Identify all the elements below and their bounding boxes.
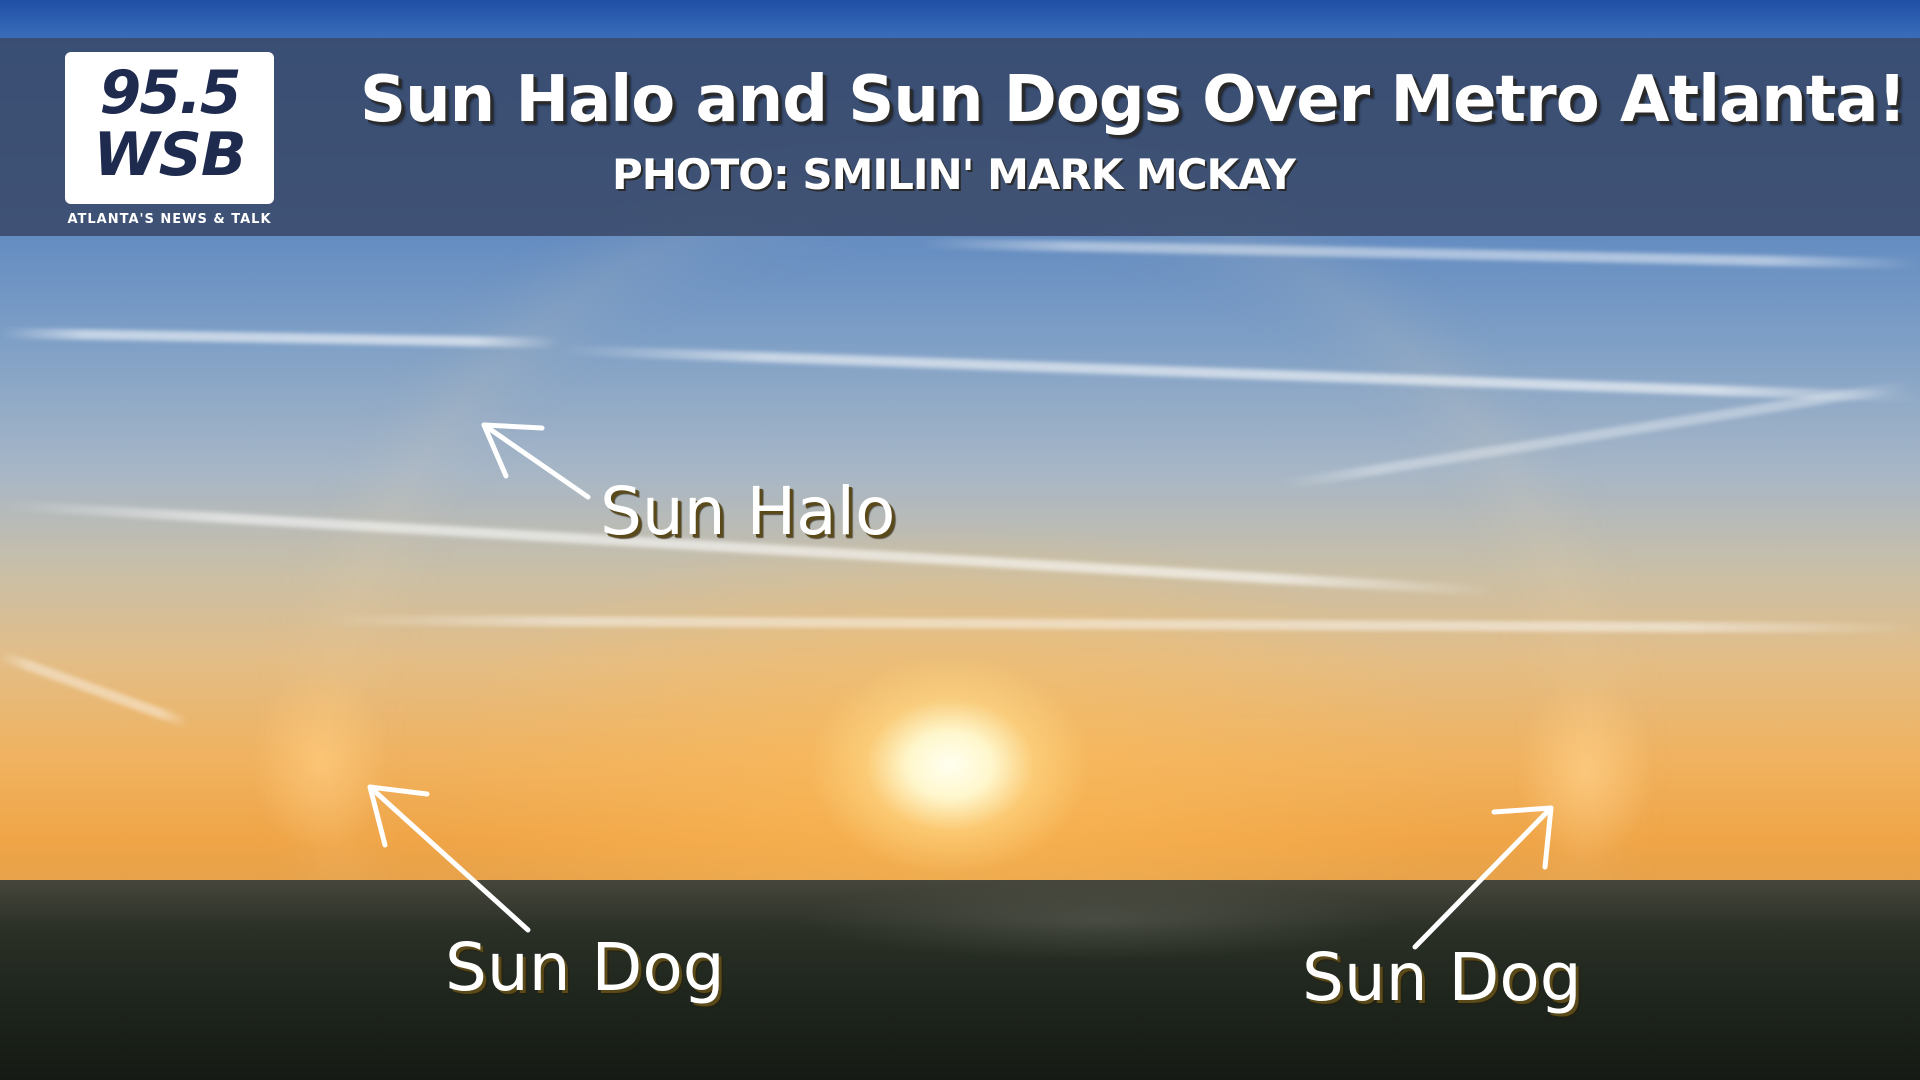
arrow-icon <box>481 422 591 500</box>
sun-dog-left-label: Sun Dog <box>445 929 725 1006</box>
treeline-horizon <box>0 880 1920 1080</box>
logo-callsign: WSB <box>93 120 246 190</box>
photo-credit: PHOTO: SMILIN' MARK MCKAY <box>612 150 1296 199</box>
header-banner <box>0 38 1920 236</box>
logo-frequency: 95.5 <box>99 58 241 128</box>
station-logo: 95.5 WSB <box>65 52 274 204</box>
sun-halo-label: Sun Halo <box>600 473 896 550</box>
arrow-icon <box>367 784 531 933</box>
arrow-icon <box>1412 805 1554 950</box>
headline-title: Sun Halo and Sun Dogs Over Metro Atlanta… <box>360 63 1907 137</box>
logo-tagline: ATLANTA'S NEWS & TALK <box>67 212 272 227</box>
sun-dog-right-label: Sun Dog <box>1302 939 1582 1016</box>
